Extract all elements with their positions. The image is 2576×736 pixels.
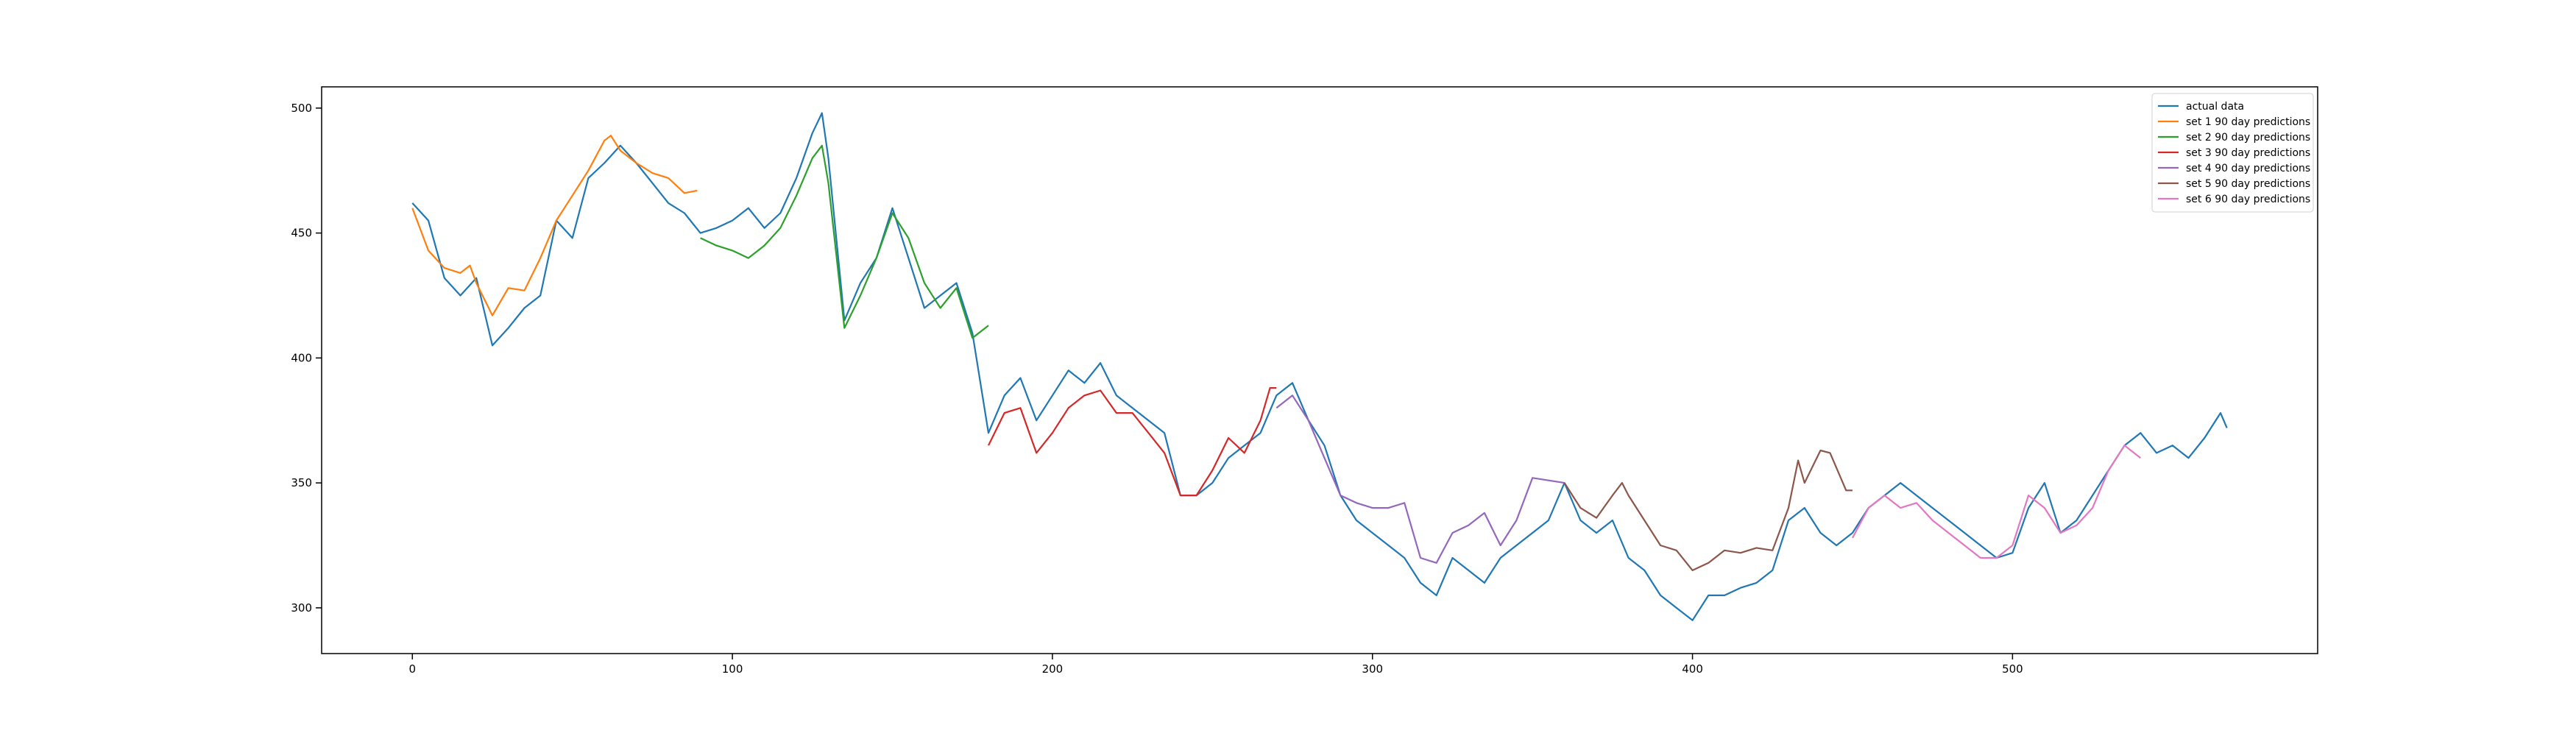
data-line (411, 112, 2228, 621)
x-tick-label: 300 (1362, 662, 1383, 676)
legend-label: set 2 90 day predictions (2186, 132, 2310, 144)
data-line (1852, 445, 2141, 559)
y-tick-label: 300 (291, 601, 312, 615)
legend-box (2151, 93, 2314, 213)
x-tick-label: 200 (1042, 662, 1064, 676)
x-tick-label: 400 (1682, 662, 1703, 676)
x-tick-label: 0 (408, 662, 416, 676)
legend-label: set 6 90 day predictions (2186, 194, 2310, 205)
data-line (1275, 394, 1565, 564)
legend-label: actual data (2186, 101, 2244, 113)
legend-label: set 3 90 day predictions (2186, 147, 2310, 159)
y-tick-label: 450 (291, 227, 312, 240)
plot-frame (321, 86, 2318, 654)
data-line (1563, 449, 1853, 571)
data-line (700, 144, 989, 339)
x-tick-label: 500 (2002, 662, 2023, 676)
data-line (411, 135, 698, 316)
legend-label: set 4 90 day predictions (2186, 163, 2310, 174)
y-tick-label: 400 (291, 351, 312, 364)
x-tick-label: 100 (722, 662, 743, 676)
legend-label: set 5 90 day predictions (2186, 178, 2310, 190)
data-line (988, 387, 1277, 497)
legend-label: set 1 90 day predictions (2186, 116, 2310, 128)
y-tick-label: 500 (291, 102, 312, 115)
y-tick-label: 350 (291, 476, 312, 489)
